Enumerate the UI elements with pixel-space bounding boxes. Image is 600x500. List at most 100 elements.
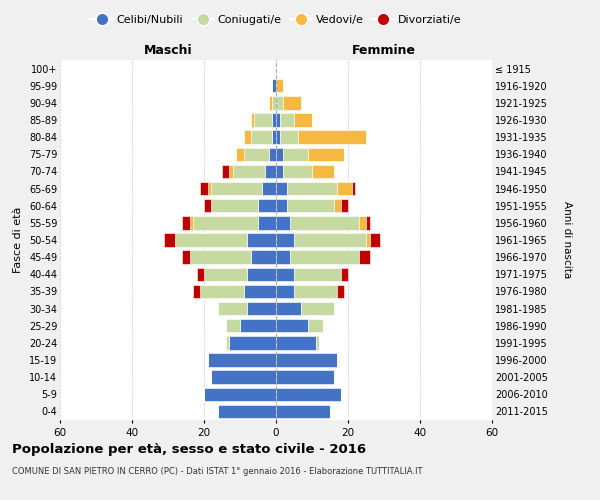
Bar: [175, 234, 247, 246]
Bar: [276, 164, 283, 178]
Bar: [290, 216, 359, 230]
Bar: [222, 164, 229, 178]
Bar: [258, 216, 276, 230]
Bar: [276, 388, 341, 401]
Bar: [265, 164, 276, 178]
Bar: [182, 216, 190, 230]
Bar: [276, 250, 290, 264]
Bar: [337, 284, 344, 298]
Bar: [218, 404, 276, 418]
Bar: [276, 284, 294, 298]
Bar: [276, 319, 308, 332]
Bar: [276, 199, 287, 212]
Bar: [200, 182, 208, 196]
Bar: [236, 148, 244, 161]
Bar: [226, 319, 240, 332]
Bar: [190, 216, 193, 230]
Legend: Celibi/Nubili, Coniugati/e, Vedovi/e, Divorziati/e: Celibi/Nubili, Coniugati/e, Vedovi/e, Di…: [86, 10, 466, 29]
Bar: [262, 182, 276, 196]
Text: Popolazione per età, sesso e stato civile - 2016: Popolazione per età, sesso e stato civil…: [12, 442, 366, 456]
Bar: [247, 268, 276, 281]
Bar: [211, 199, 258, 212]
Bar: [294, 284, 337, 298]
Bar: [276, 268, 294, 281]
Bar: [197, 268, 204, 281]
Bar: [287, 182, 337, 196]
Bar: [276, 370, 334, 384]
Bar: [229, 336, 276, 349]
Bar: [240, 319, 276, 332]
Bar: [204, 388, 276, 401]
Bar: [359, 216, 366, 230]
Bar: [276, 182, 287, 196]
Bar: [211, 370, 276, 384]
Bar: [272, 79, 276, 92]
Bar: [276, 79, 283, 92]
Bar: [298, 130, 366, 144]
Bar: [251, 130, 272, 144]
Bar: [211, 182, 262, 196]
Bar: [312, 164, 334, 178]
Bar: [280, 114, 294, 126]
Y-axis label: Fasce di età: Fasce di età: [13, 207, 23, 273]
Bar: [269, 148, 276, 161]
Bar: [244, 148, 269, 161]
Bar: [334, 199, 341, 212]
Bar: [200, 284, 244, 298]
Bar: [258, 199, 276, 212]
Bar: [244, 284, 276, 298]
Bar: [301, 302, 334, 316]
Bar: [276, 114, 280, 126]
Bar: [276, 216, 290, 230]
Bar: [272, 114, 276, 126]
Bar: [366, 216, 370, 230]
Text: Femmine: Femmine: [352, 44, 416, 57]
Bar: [283, 164, 312, 178]
Bar: [204, 199, 211, 212]
Bar: [164, 234, 175, 246]
Bar: [193, 216, 258, 230]
Bar: [204, 268, 247, 281]
Bar: [190, 250, 251, 264]
Bar: [218, 302, 247, 316]
Bar: [276, 336, 316, 349]
Bar: [182, 250, 190, 264]
Bar: [294, 234, 366, 246]
Bar: [254, 114, 272, 126]
Bar: [272, 130, 276, 144]
Bar: [290, 250, 359, 264]
Bar: [370, 234, 380, 246]
Bar: [251, 250, 276, 264]
Bar: [226, 336, 229, 349]
Bar: [308, 148, 344, 161]
Bar: [276, 354, 337, 366]
Bar: [352, 182, 355, 196]
Bar: [233, 164, 265, 178]
Bar: [341, 199, 348, 212]
Bar: [359, 250, 370, 264]
Bar: [366, 234, 370, 246]
Text: Maschi: Maschi: [143, 44, 193, 57]
Bar: [337, 182, 352, 196]
Bar: [294, 114, 312, 126]
Bar: [283, 148, 308, 161]
Bar: [208, 182, 211, 196]
Bar: [208, 354, 276, 366]
Bar: [316, 336, 319, 349]
Bar: [341, 268, 348, 281]
Bar: [244, 130, 251, 144]
Bar: [193, 284, 200, 298]
Bar: [283, 96, 301, 110]
Bar: [229, 164, 233, 178]
Bar: [251, 114, 254, 126]
Bar: [276, 130, 280, 144]
Bar: [247, 234, 276, 246]
Bar: [294, 268, 341, 281]
Bar: [280, 130, 298, 144]
Bar: [247, 302, 276, 316]
Text: COMUNE DI SAN PIETRO IN CERRO (PC) - Dati ISTAT 1° gennaio 2016 - Elaborazione T: COMUNE DI SAN PIETRO IN CERRO (PC) - Dat…: [12, 468, 422, 476]
Bar: [272, 96, 276, 110]
Bar: [287, 199, 334, 212]
Bar: [269, 96, 272, 110]
Bar: [276, 96, 283, 110]
